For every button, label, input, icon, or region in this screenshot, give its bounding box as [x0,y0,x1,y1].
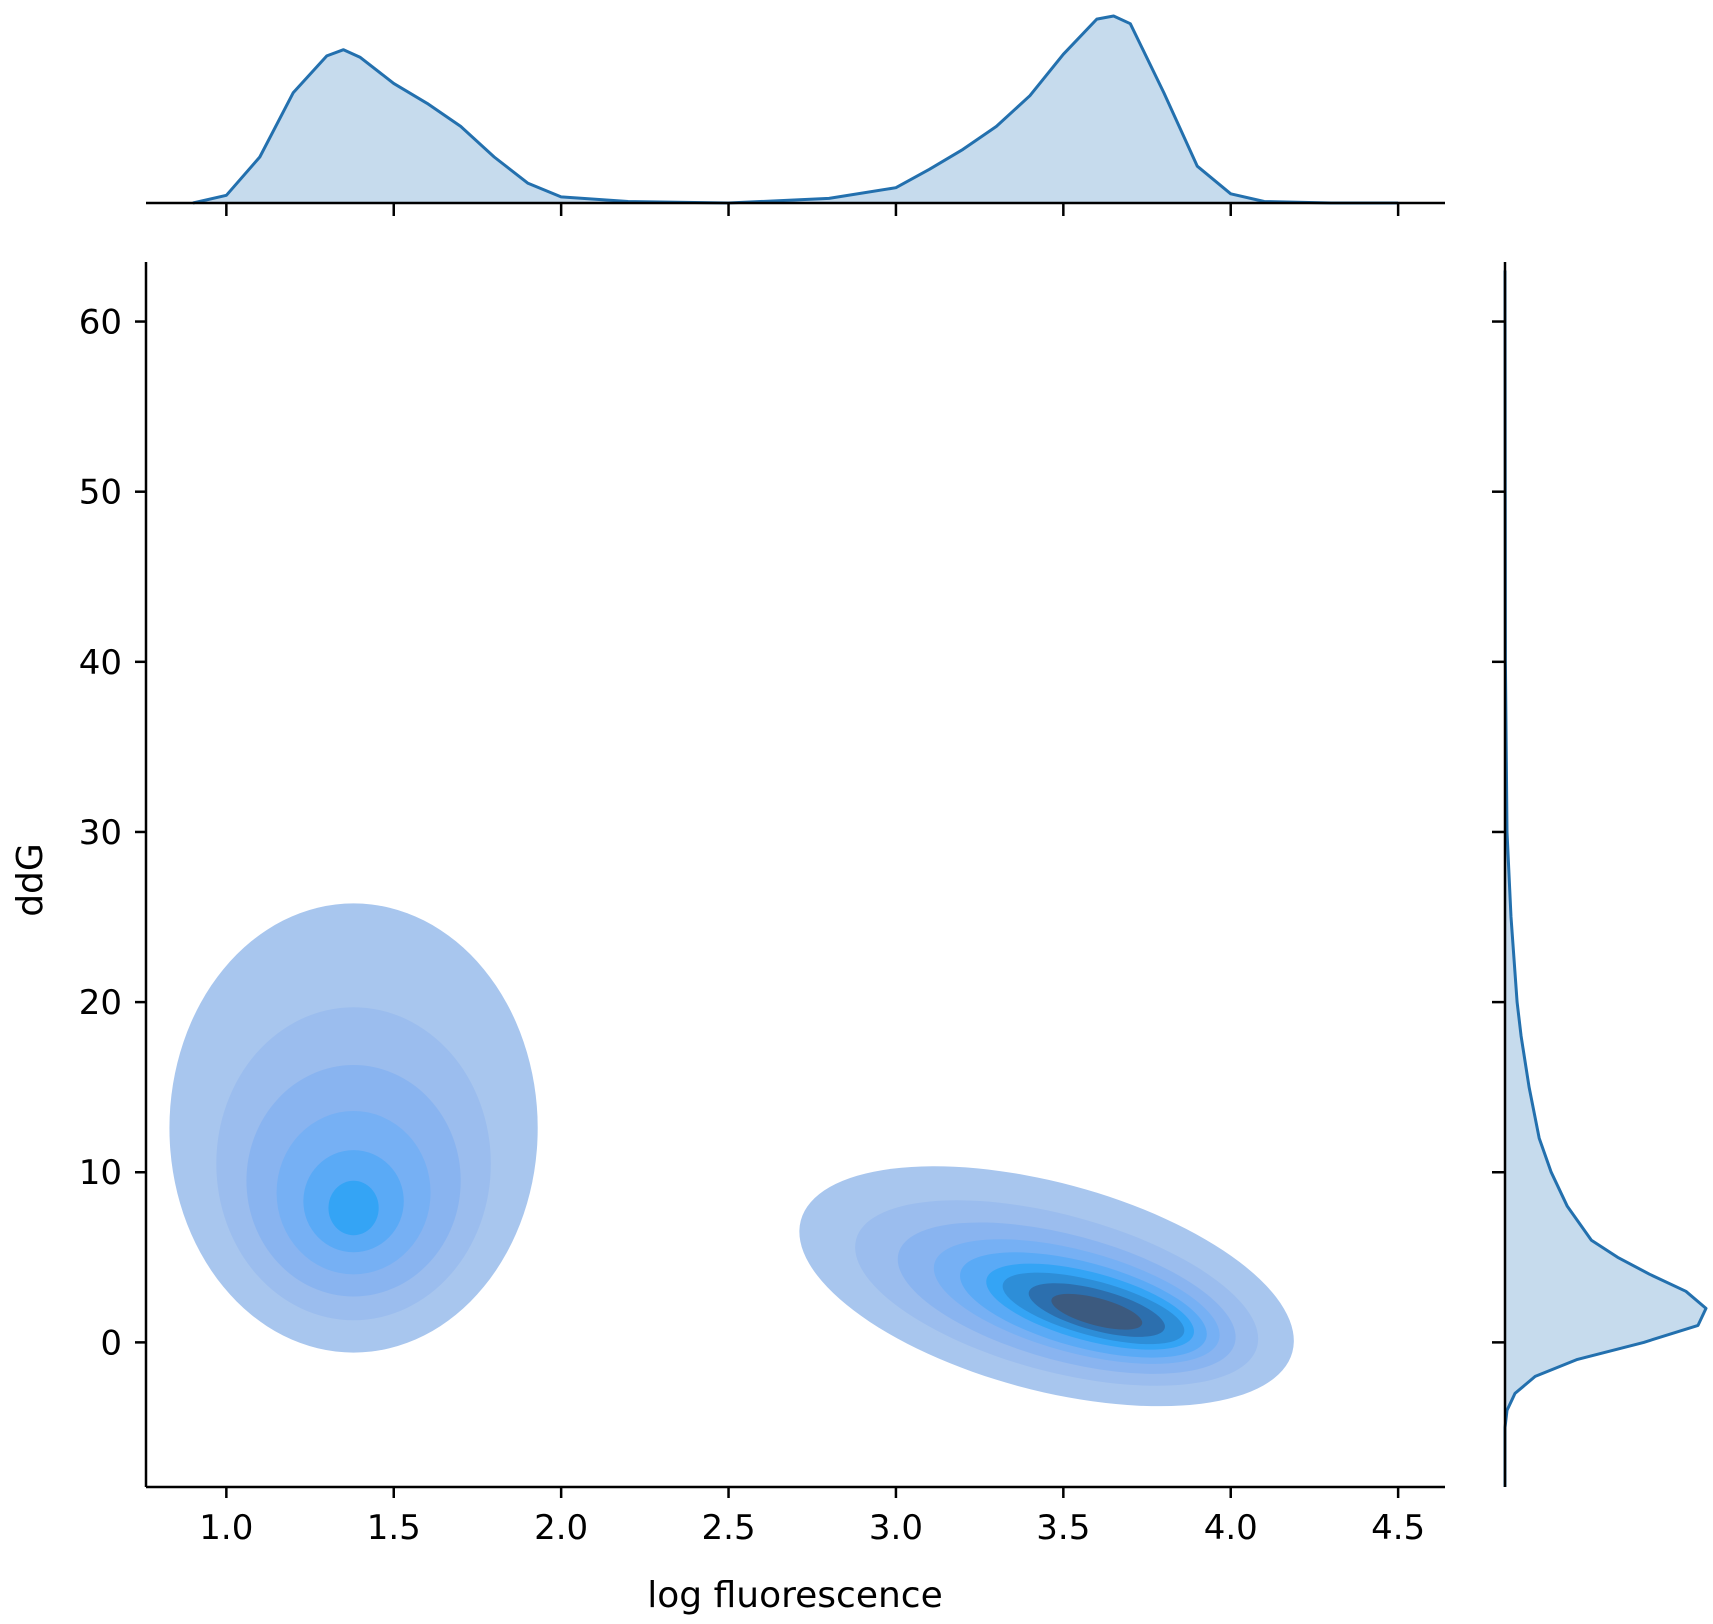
y-tick-label: 60 [79,303,122,343]
kde-cluster-2 [799,1166,1294,1407]
x-tick-label: 1.5 [367,1508,421,1548]
x-tick-label: 1.0 [199,1508,253,1548]
top-marginal-density [192,14,1399,205]
tick-marks [135,203,1505,1498]
y-tick-label: 10 [79,1153,122,1193]
x-tick-label: 2.5 [702,1508,756,1548]
y-tick-label: 30 [79,813,122,853]
y-tick-label: 50 [79,473,122,513]
kde-contour-level-9 [1051,1293,1143,1330]
x-tick-label: 4.5 [1371,1508,1425,1548]
axes-frame [144,201,1507,1489]
y-tick-label: 0 [100,1323,122,1363]
right-marginal-density [1503,270,1708,1487]
joint-kde-contours [169,903,1294,1407]
y-axis-label: ddG [10,843,51,917]
x-tick-label: 3.5 [1036,1508,1090,1548]
kde-cluster-1 [169,903,538,1353]
y-tick-label: 20 [79,983,122,1023]
x-axis-label: log fluorescence [647,1575,942,1616]
top-marginal-fill [192,16,1399,203]
right-marginal-line [1503,270,1708,1487]
right-marginal-fill [1505,270,1706,1487]
y-tick-label: 40 [79,643,122,683]
kde-contour-level-6 [328,1180,379,1236]
x-tick-label: 2.0 [534,1508,588,1548]
x-tick-label: 3.0 [869,1508,923,1548]
top-marginal-line [192,14,1399,205]
x-tick-label: 4.0 [1204,1508,1258,1548]
